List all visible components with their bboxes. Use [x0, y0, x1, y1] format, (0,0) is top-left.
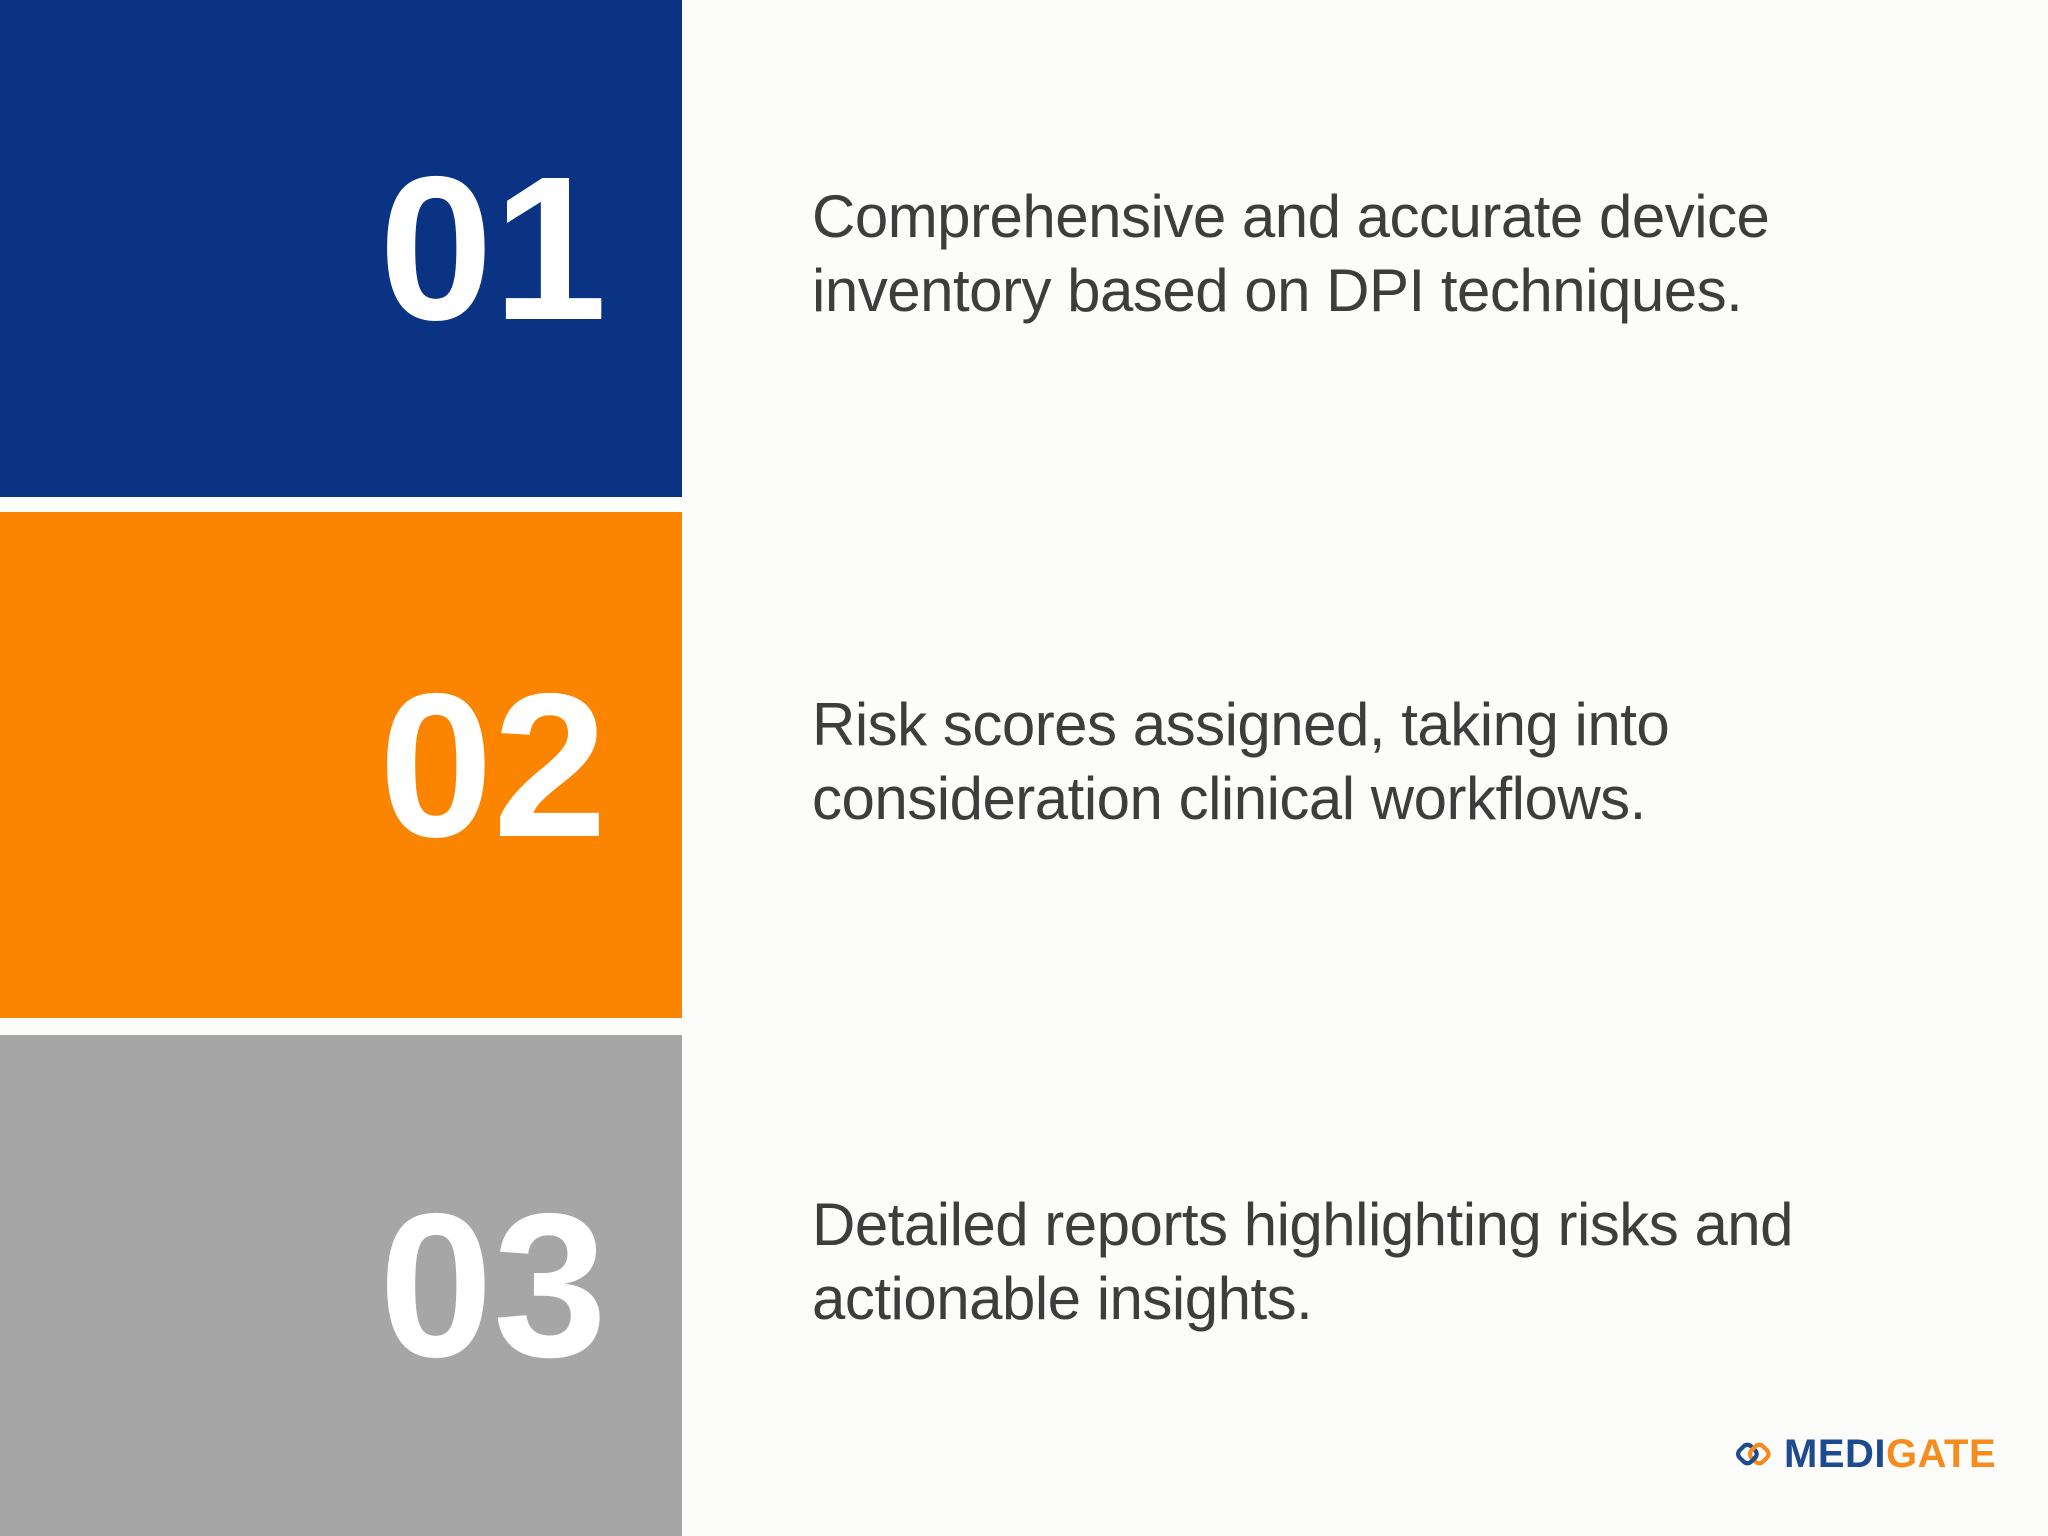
numbered-block-3: 03 — [0, 1035, 682, 1536]
step-description-1: Comprehensive and accurate device invent… — [812, 180, 1770, 328]
numbered-block-2: 02 — [0, 512, 682, 1018]
wordmark-gate: GATE — [1886, 1432, 1997, 1476]
step-description-3-line-1: Detailed reports highlighting risks and — [812, 1191, 1794, 1258]
step-description-1-line-1: Comprehensive and accurate device — [812, 183, 1770, 250]
step-description-1-line-2: inventory based on DPI techniques. — [812, 257, 1743, 324]
step-description-3: Detailed reports highlighting risks and … — [812, 1188, 1794, 1336]
number-box-1: 01 — [284, 0, 702, 497]
medigate-wordmark: MEDIGATE — [1784, 1434, 1996, 1474]
interlocked-links-icon — [1736, 1442, 1771, 1466]
step-number-1: 01 — [378, 134, 608, 363]
wordmark-medi: MEDI — [1784, 1432, 1886, 1476]
step-number-2: 02 — [378, 650, 608, 880]
number-box-3: 03 — [284, 1035, 702, 1536]
step-description-2: Risk scores assigned, taking into consid… — [812, 688, 1670, 836]
step-description-2-line-2: consideration clinical workflows. — [812, 765, 1646, 832]
step-number-3: 03 — [378, 1171, 608, 1400]
number-box-2: 02 — [284, 512, 702, 1018]
step-description-2-line-1: Risk scores assigned, taking into — [812, 691, 1670, 758]
numbered-block-1: 01 — [0, 0, 682, 497]
step-description-3-line-2: actionable insights. — [812, 1265, 1313, 1332]
medigate-logo: MEDIGATE — [1733, 1434, 1996, 1474]
